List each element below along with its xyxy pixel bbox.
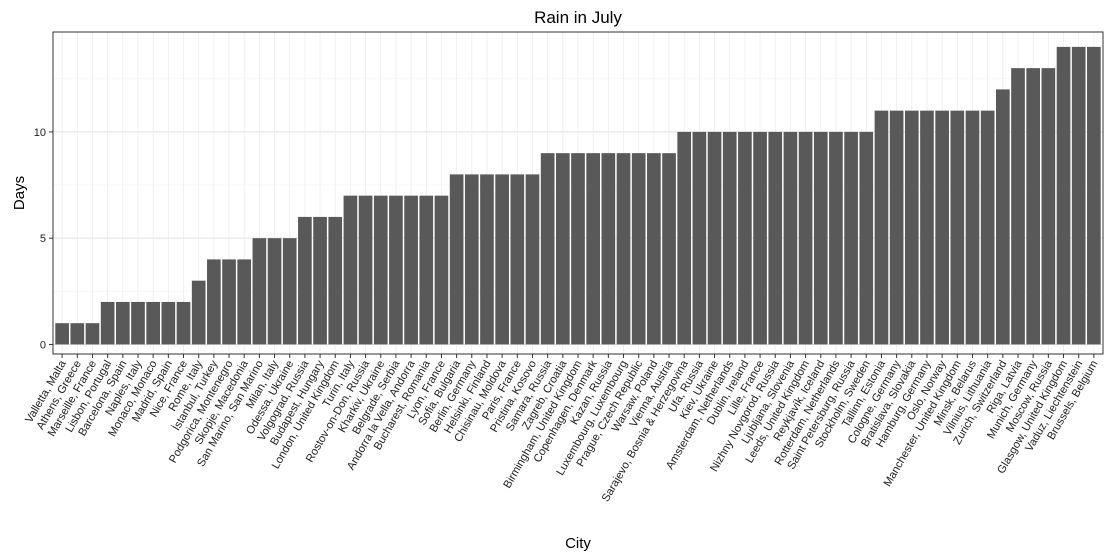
- bar: [237, 259, 252, 345]
- bar: [707, 131, 722, 345]
- bar: [813, 131, 828, 345]
- bar: [631, 153, 646, 345]
- bar: [1026, 68, 1041, 345]
- bar: [389, 195, 403, 345]
- bar: [844, 131, 858, 345]
- x-axis-title: City: [565, 535, 591, 552]
- bar: [859, 131, 874, 345]
- y-tick-label: 10: [34, 127, 46, 139]
- bar: [1011, 68, 1025, 345]
- bar: [1041, 68, 1056, 345]
- bar: [419, 195, 434, 345]
- chart-title: Rain in July: [534, 8, 622, 27]
- bar: [343, 195, 358, 345]
- bar: [920, 110, 934, 345]
- bar: [935, 110, 949, 345]
- bar: [510, 174, 525, 345]
- bar: [571, 153, 585, 345]
- bar: [525, 174, 540, 345]
- bar: [616, 153, 631, 345]
- bar: [889, 110, 904, 345]
- bar: [313, 216, 327, 345]
- bar: [722, 131, 737, 345]
- bar: [434, 195, 449, 345]
- bar: [874, 110, 889, 345]
- bar: [404, 195, 418, 345]
- bar: [1087, 46, 1101, 345]
- bar: [252, 238, 267, 345]
- bar: [207, 259, 221, 345]
- bar: [950, 110, 965, 345]
- bars: [55, 46, 1101, 345]
- bar: [647, 153, 661, 345]
- y-tick-label: 5: [40, 233, 46, 245]
- bar: [601, 153, 616, 345]
- bar: [738, 131, 752, 345]
- bar: [282, 238, 297, 345]
- bar: [555, 153, 570, 345]
- bar: [692, 131, 707, 345]
- bar: [161, 301, 176, 345]
- bar: [222, 259, 236, 345]
- bar: [677, 131, 692, 345]
- bar: [55, 323, 69, 345]
- bar: [176, 301, 191, 345]
- bar: [662, 153, 676, 345]
- bar: [358, 195, 373, 345]
- bar: [480, 174, 494, 345]
- bar: [495, 174, 509, 345]
- y-axis: 0 5 10: [34, 127, 53, 351]
- bar: [298, 216, 312, 345]
- bar: [798, 131, 813, 345]
- y-axis-title: Days: [11, 176, 28, 210]
- bar: [449, 174, 464, 345]
- bar: [768, 131, 783, 345]
- bar: [464, 174, 479, 345]
- bar: [829, 131, 843, 345]
- bar: [783, 131, 798, 345]
- bar: [328, 216, 343, 345]
- y-tick-label: 0: [40, 339, 46, 351]
- bar: [1056, 46, 1071, 345]
- bar: [267, 238, 282, 345]
- bar: [965, 110, 980, 345]
- bar: [540, 153, 555, 345]
- bar: [100, 301, 115, 345]
- bar: [586, 153, 601, 345]
- bar: [146, 301, 160, 345]
- bar: [191, 280, 206, 345]
- bar: [373, 195, 388, 345]
- bar: [904, 110, 919, 345]
- bar: [1071, 46, 1086, 345]
- bar: [70, 323, 85, 345]
- bar: [85, 323, 100, 345]
- bar: [996, 89, 1010, 345]
- bar: [753, 131, 767, 345]
- bar: [131, 301, 145, 345]
- bar: [980, 110, 995, 345]
- bar: [115, 301, 130, 345]
